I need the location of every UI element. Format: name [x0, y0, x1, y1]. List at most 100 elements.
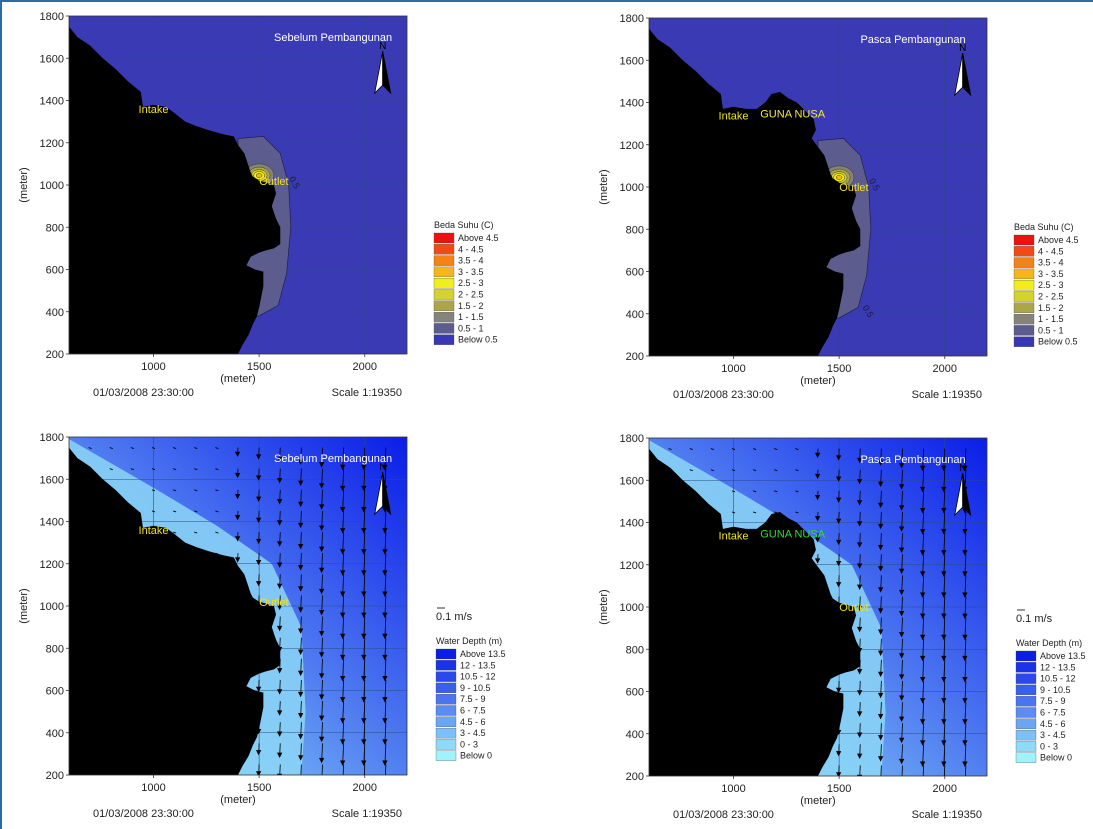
- map-label: Outlet: [259, 597, 288, 609]
- map-label: Outlet: [839, 602, 868, 614]
- vector-arrowhead: [341, 782, 345, 786]
- plot-area: [649, 18, 987, 356]
- vector-arrowhead: [919, 761, 926, 767]
- y-tick-label: 1600: [620, 475, 644, 487]
- map-label: Intake: [139, 525, 169, 537]
- vector-arrowhead: [898, 484, 905, 490]
- vector-arrowhead: [382, 549, 388, 555]
- vector-arrowhead: [361, 591, 367, 597]
- vector-arrowhead: [877, 460, 884, 466]
- vector-arrowhead: [941, 571, 947, 577]
- plot-area: [649, 438, 987, 784]
- legend-label: Below 0: [1040, 753, 1072, 763]
- y-tick-label: 1200: [40, 559, 64, 571]
- y-axis-label: (meter): [598, 169, 610, 204]
- y-tick-label: 1800: [40, 11, 64, 23]
- vector-arrowhead: [962, 677, 968, 683]
- map-label: Intake: [719, 110, 749, 122]
- vector-arrowhead: [382, 676, 388, 682]
- vector-arrow: [880, 765, 882, 776]
- map-label: Intake: [719, 530, 749, 542]
- vector-arrowhead: [900, 780, 904, 784]
- legend-swatch: [1013, 302, 1035, 313]
- vector-arrowhead: [255, 538, 262, 545]
- vector-arrowhead: [919, 529, 926, 535]
- vector-arrowhead: [255, 771, 262, 775]
- vector-arrowhead: [339, 718, 346, 724]
- y-tick-label: 1600: [40, 474, 64, 486]
- vector-arrowhead: [856, 690, 863, 696]
- legend-swatch: [435, 660, 457, 671]
- vector-arrowhead: [814, 685, 821, 691]
- vector-arrowhead: [898, 653, 905, 659]
- y-tick-label: 400: [626, 309, 644, 321]
- panel-bottom-right: 200 400 600 800 1000 1200 1400 1600 1800 1000 1500…: [598, 433, 988, 821]
- vector-arrowhead: [919, 655, 926, 662]
- vector-arrowhead: [962, 655, 968, 662]
- vector-arrowhead: [877, 502, 884, 509]
- map-label: Intake: [139, 104, 169, 116]
- current-vectors: [88, 447, 388, 786]
- vector-arrowhead: [255, 707, 262, 714]
- vector-arrowhead: [835, 708, 842, 715]
- vector-arrowhead: [276, 625, 283, 632]
- vector-arrowhead: [318, 462, 325, 468]
- vector-arrowhead: [320, 779, 324, 783]
- vector-arrowhead: [297, 670, 304, 677]
- vector-scale-label: 0.1 m/s: [1016, 613, 1053, 625]
- legend-swatch: [1015, 673, 1037, 684]
- y-tick-label: 400: [626, 729, 644, 741]
- vector-arrowhead: [856, 500, 863, 506]
- vector-arrow: [151, 468, 156, 471]
- vector-arrow: [363, 764, 366, 775]
- vector-arrowhead: [276, 752, 283, 758]
- vector-arrowhead: [877, 650, 884, 656]
- vector-arrowhead: [898, 632, 905, 638]
- x-tick-label: 1500: [247, 361, 271, 373]
- legend-label: 1 - 1.5: [458, 312, 484, 322]
- vector-arrowhead: [941, 550, 947, 556]
- x-tick-label: 1000: [141, 361, 165, 373]
- vector-arrowhead: [382, 760, 388, 766]
- legend: Beda Suhu (C) Above 4.54 - 4.5 3.5 - 43 - …: [433, 220, 499, 345]
- vector-arrow: [752, 448, 757, 450]
- land-mass: [649, 438, 861, 776]
- vector-arrowhead: [856, 457, 863, 464]
- y-tick-label: 800: [46, 222, 64, 234]
- y-tick-label: 1000: [40, 601, 64, 613]
- vector-arrowhead: [941, 486, 947, 493]
- x-tick-label: 1500: [827, 783, 851, 795]
- legend-swatch: [433, 311, 455, 323]
- legend-label: 12 - 13.5: [1040, 662, 1076, 672]
- vector-arrowhead: [318, 736, 325, 743]
- y-axis-label: (meter): [598, 589, 610, 624]
- vector-arrowhead: [361, 633, 367, 640]
- legend-swatch: [435, 682, 457, 694]
- map-label: GUNA NUSA: [760, 108, 825, 120]
- y-axis-label: (meter): [18, 588, 30, 623]
- legend-label: 6 - 7.5: [460, 706, 486, 716]
- vector-arrowhead: [276, 647, 283, 653]
- vector-arrowhead: [234, 578, 241, 584]
- vector-arrowhead: [835, 518, 842, 524]
- vector-arrowhead: [919, 719, 926, 725]
- vector-arrowhead: [856, 605, 863, 612]
- y-tick-label: 1400: [620, 98, 644, 110]
- vector-arrowhead: [835, 539, 842, 546]
- legend-swatch: [433, 300, 455, 311]
- vector-arrow: [752, 532, 757, 535]
- vector-arrowhead: [339, 528, 346, 534]
- y-tick-label: 1000: [40, 180, 64, 192]
- vector-arrowhead: [814, 663, 821, 670]
- legend-swatch: [1015, 718, 1037, 729]
- vector-arrowhead: [941, 740, 947, 746]
- vector-arrowhead: [814, 558, 821, 564]
- vector-arrow: [151, 510, 156, 513]
- vector-arrowhead: [835, 624, 842, 630]
- vector-arrowhead: [941, 698, 947, 704]
- vector-arrowhead: [318, 504, 325, 510]
- vector-arrow: [795, 511, 799, 514]
- panel-title: Sebelum Pembangunan: [274, 32, 392, 44]
- vector-arrowhead: [814, 537, 821, 543]
- legend-swatch: [1013, 325, 1035, 336]
